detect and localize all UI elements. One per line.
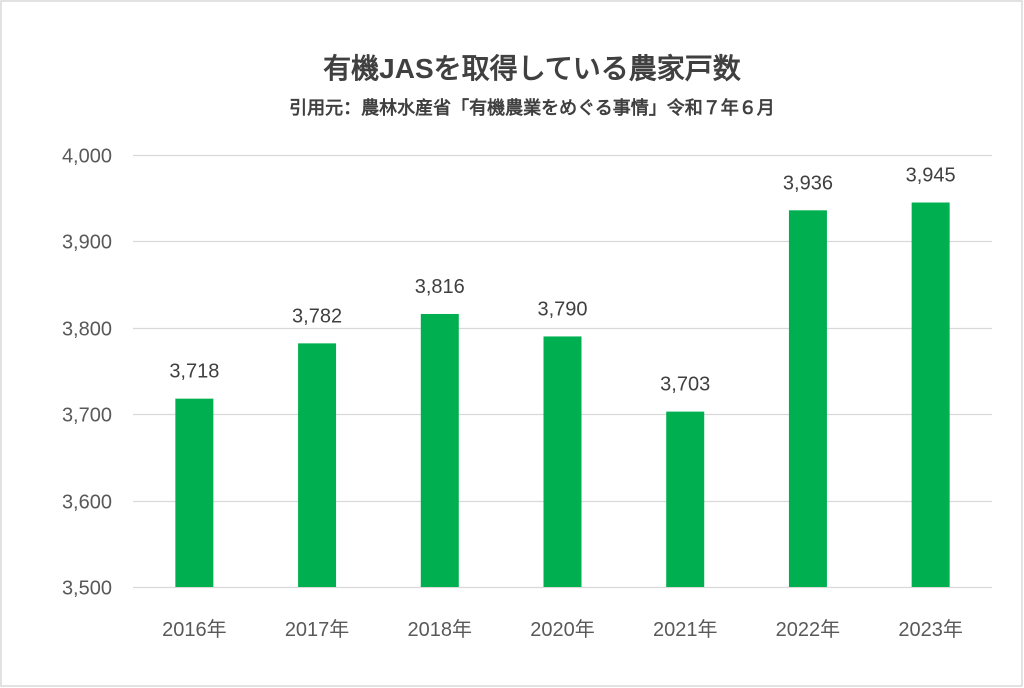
bar [788,210,827,587]
data-label: 3,718 [169,361,219,383]
bar [666,411,705,587]
bars [175,202,950,587]
x-tick-label: 2021年 [653,618,718,641]
y-tick-label: 3,600 [62,492,112,514]
bar [175,398,214,587]
chart-title: 有機JASを取得している農家戸数 [323,52,742,84]
data-label: 3,782 [292,305,342,327]
bar [420,313,459,587]
x-tick-label: 2018年 [408,618,473,641]
x-tick-label: 2020年 [530,618,595,641]
bar [298,343,337,587]
y-axis-tick-labels: 3,500 3,600 3,700 3,800 3,900 4,000 [62,146,112,600]
chart-subtitle: 引用元：農林水産省「有機農業をめぐる事情」令和７年６月 [289,97,775,118]
gridlines [133,154,992,589]
bar [543,336,582,587]
data-label: 3,703 [660,374,710,396]
y-tick-label: 3,700 [62,405,112,427]
x-axis-tick-labels: 2016年 2017年 2018年 2020年 2021年 2022年 2023年 [162,618,963,641]
y-tick-label: 4,000 [62,146,112,168]
data-label: 3,790 [537,298,587,320]
y-tick-label: 3,900 [62,232,112,254]
bar [911,202,950,587]
x-tick-label: 2022年 [776,618,841,641]
data-label: 3,945 [906,165,956,187]
data-label: 3,816 [415,276,465,298]
y-tick-label: 3,500 [62,578,112,600]
y-tick-label: 3,800 [62,319,112,341]
x-tick-label: 2016年 [162,618,227,641]
data-label: 3,936 [783,172,833,194]
x-tick-label: 2023年 [898,618,963,641]
data-labels: 3,718 3,782 3,816 3,790 3,703 3,936 3,945 [169,165,955,396]
x-tick-label: 2017年 [285,618,350,641]
